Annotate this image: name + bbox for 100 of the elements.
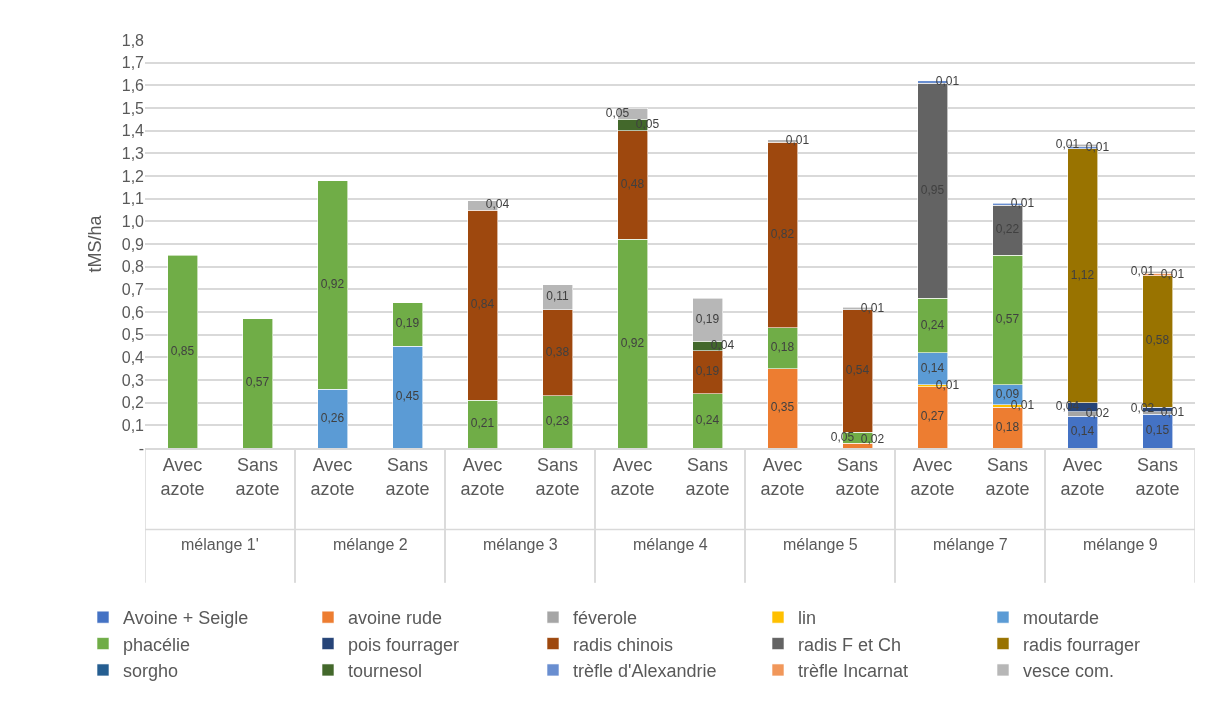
x-tick-label: Avec azote xyxy=(910,455,955,499)
data-label: 0,09 xyxy=(995,386,1020,401)
x-tick-label: Sans azote xyxy=(235,455,280,499)
y-tick-label: 1,3 xyxy=(121,144,145,162)
data-label: 0,24 xyxy=(920,317,945,332)
data-label: 0,19 xyxy=(695,364,720,379)
y-tick-label: 1,1 xyxy=(121,190,145,208)
x-tick-label: Avec azote xyxy=(1060,455,1105,499)
data-label: 0,92 xyxy=(620,335,645,350)
y-tick-label: 0,2 xyxy=(121,394,145,412)
legend-label: phacélie xyxy=(123,634,191,655)
data-label: 0,14 xyxy=(920,360,945,375)
data-label: 0,18 xyxy=(770,340,795,355)
data-label: 0,58 xyxy=(1145,333,1170,348)
data-label: 0,01 xyxy=(1130,264,1155,279)
legend-label: féverole xyxy=(573,608,638,629)
legend-label: vesce com. xyxy=(1023,660,1115,681)
data-label: 0,01 xyxy=(785,132,810,147)
data-label: 0,54 xyxy=(845,362,870,377)
y-tick-label: 0,6 xyxy=(121,303,145,321)
legend-label: radis F et Ch xyxy=(798,634,902,655)
text: mélange 4 xyxy=(633,536,708,553)
x-tick-label: Sans azote xyxy=(535,455,580,499)
data-label: 0,24 xyxy=(695,412,720,427)
data-label: 0,01 xyxy=(1010,398,1035,413)
data-label: 0,02 xyxy=(1130,401,1155,416)
y-tick-label: 1,7 xyxy=(121,54,145,72)
data-label: 0,23 xyxy=(545,413,570,428)
legend-label: tournesol xyxy=(348,660,423,681)
bar xyxy=(242,318,273,448)
data-label: 0,57 xyxy=(995,311,1020,326)
legend-label: radis chinois xyxy=(573,634,674,655)
y-axis-title: tMS/ha xyxy=(84,214,105,273)
data-label: 0,19 xyxy=(695,311,720,326)
text: mélange 3 xyxy=(483,536,558,553)
data-label: 0,11 xyxy=(546,289,570,304)
data-label: 0,84 xyxy=(470,297,495,312)
x-tick-label: Sans azote xyxy=(685,455,730,499)
y-tick-label: 0,3 xyxy=(121,371,145,389)
data-label: 0,01 xyxy=(1055,137,1080,152)
legend-label: moutarde xyxy=(1023,608,1100,629)
x-tick-label: Avec azote xyxy=(610,455,655,499)
y-tick-label: 1,2 xyxy=(121,167,145,185)
legend-label: pois fourrager xyxy=(348,634,460,655)
y-tick-label: - xyxy=(138,439,144,457)
x-tick-label: Sans azote xyxy=(1135,455,1180,499)
data-label: 0,18 xyxy=(995,419,1020,434)
data-label: 0,48 xyxy=(620,177,645,192)
y-tick-label: 0,5 xyxy=(121,326,145,344)
data-label: 0,27 xyxy=(920,409,945,424)
y-tick-label: 1,0 xyxy=(121,212,145,230)
data-label: 0,19 xyxy=(395,316,420,331)
data-label: 0,01 xyxy=(1010,196,1035,211)
data-label: 0,04 xyxy=(485,197,510,212)
y-tick-label: 0,4 xyxy=(121,348,145,366)
data-label: 0,05 xyxy=(605,105,630,120)
legend-label: radis fourrager xyxy=(1023,634,1141,655)
x-tick-label: Sans azote xyxy=(985,455,1030,499)
data-label: 0,38 xyxy=(545,344,570,359)
data-label: 0,82 xyxy=(770,226,795,241)
data-label: 0,01 xyxy=(1160,404,1185,419)
bar xyxy=(167,255,198,448)
y-tick-label: 1,8 xyxy=(121,31,145,49)
legend-label: Avoine + Seigle xyxy=(123,608,249,629)
text: mélange 1' xyxy=(181,536,259,553)
legend-label: avoine rude xyxy=(348,608,443,629)
text: mélange 7 xyxy=(933,536,1008,553)
data-label: 0,01 xyxy=(1085,139,1110,154)
x-tick-label: Avec azote xyxy=(310,455,355,499)
data-label: 1,12 xyxy=(1070,267,1095,282)
x-tick-label: Sans azote xyxy=(835,455,880,499)
data-label: 0,26 xyxy=(320,410,345,425)
data-label: 0,14 xyxy=(1070,424,1095,439)
data-label: 0,45 xyxy=(395,389,420,403)
data-label: 0,01 xyxy=(935,377,960,392)
data-label: 0,57 xyxy=(245,375,270,390)
x-tick-label: Avec azote xyxy=(460,455,505,499)
y-tick-label: 1,5 xyxy=(121,99,145,117)
data-label: 0,35 xyxy=(770,400,795,415)
y-tick-label: 1,6 xyxy=(121,76,145,94)
x-tick-label: Avec azote xyxy=(760,455,805,499)
data-label: 0,01 xyxy=(1160,266,1185,281)
text: mélange 9 xyxy=(1083,536,1158,553)
data-label: 0,01 xyxy=(935,73,960,88)
data-label: 0,85 xyxy=(170,343,195,358)
x-tick-label: Sans azote xyxy=(385,455,430,499)
legend-label: trèfle d'Alexandrie xyxy=(573,660,717,681)
y-tick-label: 0,9 xyxy=(121,235,145,253)
legend-label: lin xyxy=(798,608,817,629)
x-tick-label: Avec azote xyxy=(160,455,205,499)
data-label: 0,15 xyxy=(1145,423,1170,437)
y-tick-label: 1,4 xyxy=(121,122,145,140)
text: mélange 5 xyxy=(783,536,858,553)
data-label: 0,02 xyxy=(1085,406,1110,420)
data-label: 0,21 xyxy=(470,416,495,431)
text: mélange 2 xyxy=(333,536,408,553)
y-tick-label: 0,8 xyxy=(121,258,145,276)
y-tick-label: 0,1 xyxy=(121,416,145,434)
data-label: 0,01 xyxy=(860,300,885,315)
legend-label: sorgho xyxy=(123,660,179,681)
